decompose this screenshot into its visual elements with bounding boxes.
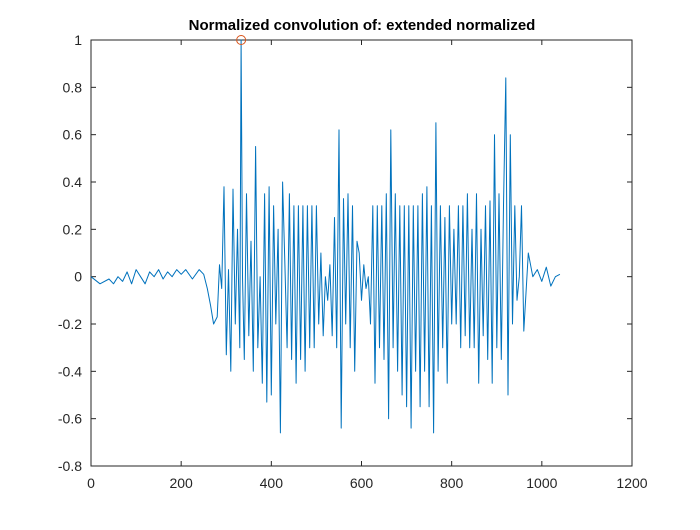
peak-marker <box>236 35 247 45</box>
x-tick-label: 1000 <box>526 475 557 491</box>
y-tick-label: -0.6 <box>58 411 82 427</box>
x-tick-label: 1200 <box>616 475 647 491</box>
plot-area <box>90 39 633 467</box>
y-tick-label: 0.2 <box>63 221 83 237</box>
series-line-0 <box>90 39 561 434</box>
x-tick-label: 200 <box>169 475 193 491</box>
y-tick-label: 0.4 <box>63 174 83 190</box>
y-tick-label: 0.8 <box>63 79 83 95</box>
x-tick-label: 0 <box>87 475 95 491</box>
x-tick-label: 400 <box>260 475 284 491</box>
y-axis: -0.8 -0.6 -0.4 -0.2 0 0.2 0.4 0.6 0.8 1 <box>58 32 632 474</box>
x-tick-label: 800 <box>440 475 464 491</box>
y-tick-label: -0.2 <box>58 316 82 332</box>
y-tick-label: -0.8 <box>58 458 82 474</box>
y-tick-label: 1 <box>74 32 82 48</box>
x-tick-label: 600 <box>350 475 374 491</box>
chart-title: Normalized convolution of: extended norm… <box>189 17 536 34</box>
x-axis: 0 200 400 600 800 1000 1200 <box>87 40 648 491</box>
marker-layer <box>236 35 247 45</box>
y-tick-label: -0.4 <box>58 363 82 379</box>
series-layer <box>90 39 561 434</box>
y-tick-label: 0 <box>74 269 82 285</box>
y-tick-label: 0.6 <box>63 127 83 143</box>
